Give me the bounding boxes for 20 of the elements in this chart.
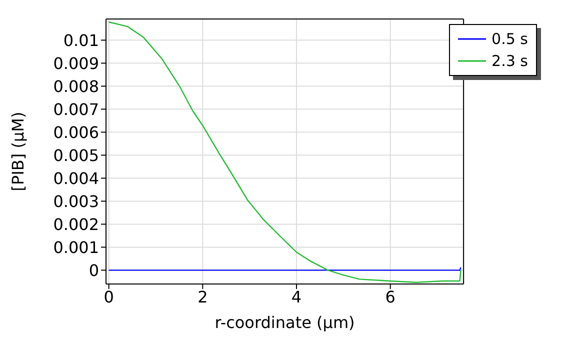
- x-tick-label: 6: [385, 287, 396, 306]
- legend-label: 0.5 s: [492, 30, 528, 48]
- y-tick-label: 0.004: [53, 168, 99, 188]
- x-tick-label: 2: [198, 287, 208, 306]
- line-series: [108, 21, 462, 283]
- x-axis-title: r-coordinate (µm): [214, 313, 355, 332]
- y-tick-label: 0: [88, 260, 99, 280]
- y-axis-title: [PIB] (µM): [8, 112, 28, 192]
- y-tick-label: 0.007: [53, 100, 99, 119]
- y-tick-label: 0.006: [53, 122, 99, 142]
- y-tick-label: 0.009: [53, 54, 99, 73]
- y-tick-label: 0.01: [63, 30, 99, 50]
- x-tick-label: 0: [104, 287, 114, 306]
- y-tick-label: 0.001: [53, 238, 99, 257]
- y-tick-label: 0.002: [53, 214, 99, 234]
- y-tick-label: 0.008: [53, 76, 99, 96]
- legend-label: 2.3 s: [492, 52, 528, 70]
- y-tick-label: 0.005: [53, 146, 99, 165]
- x-tick-label: 4: [291, 287, 302, 306]
- y-tick-label: 0.003: [53, 192, 99, 211]
